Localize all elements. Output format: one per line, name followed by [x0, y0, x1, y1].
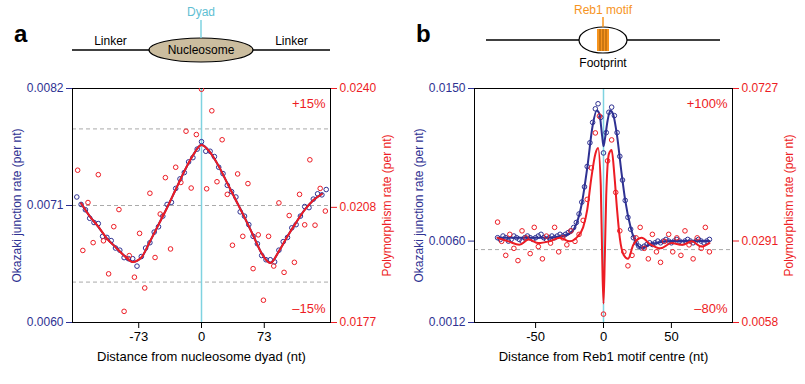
svg-text:+100%: +100% [687, 96, 728, 111]
svg-text:-73: -73 [129, 329, 148, 344]
svg-text:Reb1 motif: Reb1 motif [574, 3, 633, 17]
svg-text:–15%: –15% [292, 301, 326, 316]
svg-text:0.0291: 0.0291 [742, 234, 779, 248]
svg-text:0.0150: 0.0150 [429, 81, 466, 95]
svg-text:Footprint: Footprint [579, 56, 627, 70]
svg-text:a: a [14, 20, 28, 47]
svg-text:0.0060: 0.0060 [429, 234, 466, 248]
svg-text:–80%: –80% [694, 301, 728, 316]
svg-text:0.0012: 0.0012 [429, 315, 466, 329]
svg-text:Distance from Reb1 motif centr: Distance from Reb1 motif centre (nt) [499, 349, 709, 364]
svg-text:Distance from nucleosome dyad: Distance from nucleosome dyad (nt) [97, 349, 306, 364]
svg-text:-50: -50 [526, 329, 545, 344]
svg-text:Okazaki junction rate (per nt): Okazaki junction rate (per nt) [10, 128, 24, 282]
svg-text:0.0071: 0.0071 [27, 198, 64, 212]
svg-text:+15%: +15% [292, 96, 326, 111]
svg-text:73: 73 [257, 329, 271, 344]
svg-text:Dyad: Dyad [187, 5, 215, 19]
svg-text:0: 0 [600, 329, 607, 344]
svg-text:Nucleosome: Nucleosome [168, 43, 235, 57]
svg-text:0.0177: 0.0177 [340, 315, 377, 329]
svg-text:Polymorphism rate (per nt): Polymorphism rate (per nt) [380, 134, 394, 276]
svg-text:0.0240: 0.0240 [340, 81, 377, 95]
svg-text:0.0082: 0.0082 [27, 81, 64, 95]
svg-text:0.0058: 0.0058 [742, 315, 779, 329]
svg-text:Polymorphism rate (per nt): Polymorphism rate (per nt) [782, 134, 796, 276]
svg-text:Okazaki junction rate (per nt): Okazaki junction rate (per nt) [412, 128, 426, 282]
svg-text:0.0727: 0.0727 [742, 81, 779, 95]
svg-text:0.0060: 0.0060 [27, 315, 64, 329]
svg-text:0: 0 [198, 329, 205, 344]
svg-text:50: 50 [664, 329, 678, 344]
svg-text:b: b [416, 20, 431, 47]
svg-text:0.0208: 0.0208 [340, 200, 377, 214]
svg-text:Linker: Linker [94, 34, 127, 48]
svg-text:Linker: Linker [275, 34, 308, 48]
